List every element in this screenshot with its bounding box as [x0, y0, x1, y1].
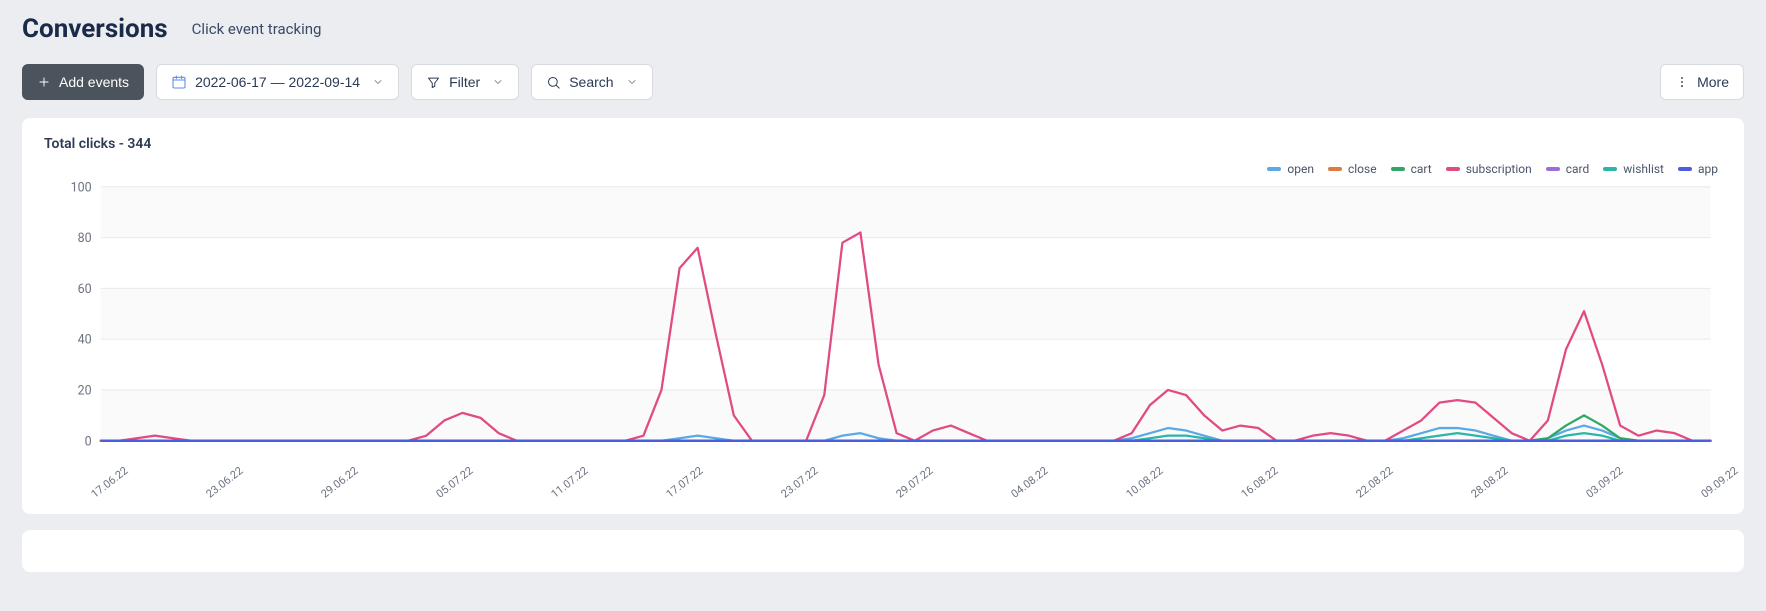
legend-swatch	[1446, 167, 1460, 171]
plus-icon	[37, 75, 51, 89]
filter-label: Filter	[449, 74, 480, 90]
legend-label: wishlist	[1623, 162, 1664, 176]
chevron-down-icon	[626, 76, 638, 88]
legend-item-wishlist[interactable]: wishlist	[1603, 162, 1664, 176]
x-tick-label: 23.06.22	[203, 464, 245, 501]
chart-card: Total clicks - 344 open close cart subscrip…	[22, 118, 1744, 514]
legend-label: cart	[1411, 162, 1432, 176]
page-title: Conversions	[22, 14, 168, 44]
more-vertical-icon	[1675, 75, 1689, 89]
legend-swatch	[1328, 167, 1342, 171]
filter-button[interactable]: Filter	[411, 64, 519, 100]
page-subtitle: Click event tracking	[192, 20, 322, 38]
date-range-picker[interactable]: 2022-06-17 — 2022-09-14	[156, 64, 399, 100]
svg-text:100: 100	[71, 180, 92, 195]
x-tick-label: 17.07.22	[663, 464, 705, 501]
search-button[interactable]: Search	[531, 64, 652, 100]
toolbar: Add events 2022-06-17 — 2022-09-14 Filte…	[22, 64, 1744, 100]
x-tick-label: 22.08.22	[1353, 464, 1395, 501]
legend-item-subscription[interactable]: subscription	[1446, 162, 1532, 176]
svg-text:20: 20	[78, 384, 92, 399]
x-tick-label: 23.07.22	[778, 464, 820, 501]
svg-text:60: 60	[78, 282, 92, 297]
chevron-down-icon	[372, 76, 384, 88]
x-tick-label: 28.08.22	[1468, 464, 1510, 501]
legend-item-cart[interactable]: cart	[1391, 162, 1432, 176]
legend-swatch	[1267, 167, 1281, 171]
legend-swatch	[1603, 167, 1617, 171]
x-tick-label: 29.07.22	[893, 464, 935, 501]
legend-label: close	[1348, 162, 1377, 176]
calendar-icon	[171, 74, 187, 90]
date-range-label: 2022-06-17 — 2022-09-14	[195, 74, 360, 90]
next-card-placeholder	[22, 530, 1744, 572]
legend-item-card[interactable]: card	[1546, 162, 1590, 176]
legend-item-open[interactable]: open	[1267, 162, 1314, 176]
x-tick-label: 16.08.22	[1238, 464, 1280, 501]
filter-icon	[426, 75, 441, 90]
x-tick-label: 09.09.22	[1698, 464, 1740, 501]
x-tick-label: 11.07.22	[548, 464, 590, 501]
legend-swatch	[1678, 167, 1692, 171]
more-button[interactable]: More	[1660, 64, 1744, 100]
more-label: More	[1697, 74, 1729, 90]
x-tick-label: 05.07.22	[433, 464, 475, 501]
legend-label: subscription	[1466, 162, 1532, 176]
search-label: Search	[569, 74, 613, 90]
legend-label: open	[1287, 162, 1314, 176]
legend-item-close[interactable]: close	[1328, 162, 1377, 176]
svg-text:40: 40	[78, 333, 92, 348]
x-tick-label: 17.06.22	[88, 464, 130, 501]
chart-legend: open close cart subscription card wishlist app	[44, 162, 1722, 176]
legend-item-app[interactable]: app	[1678, 162, 1718, 176]
x-tick-label: 03.09.22	[1583, 464, 1625, 501]
svg-text:0: 0	[85, 434, 92, 449]
legend-swatch	[1391, 167, 1405, 171]
legend-swatch	[1546, 167, 1560, 171]
add-events-label: Add events	[59, 74, 129, 90]
chart-title: Total clicks - 344	[44, 136, 1722, 152]
x-axis-labels: 17.06.2223.06.2229.06.2205.07.2211.07.22…	[44, 462, 1722, 490]
x-tick-label: 04.08.22	[1008, 464, 1050, 501]
add-events-button[interactable]: Add events	[22, 64, 144, 100]
line-chart: 0 20 40 60 80 100	[44, 180, 1722, 452]
legend-label: card	[1566, 162, 1590, 176]
search-icon	[546, 75, 561, 90]
legend-label: app	[1698, 162, 1718, 176]
chevron-down-icon	[492, 76, 504, 88]
x-tick-label: 29.06.22	[318, 464, 360, 501]
svg-text:80: 80	[78, 231, 92, 246]
x-tick-label: 10.08.22	[1123, 464, 1165, 501]
